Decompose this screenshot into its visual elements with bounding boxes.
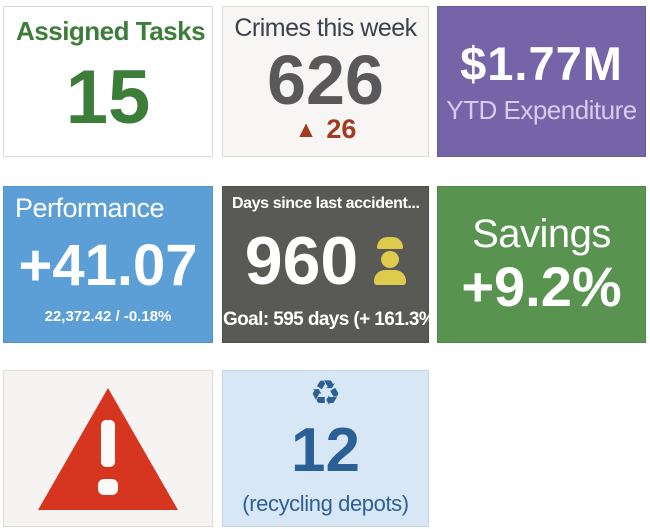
savings-title: Savings xyxy=(472,211,611,256)
assigned-tasks-title: Assigned Tasks xyxy=(16,16,206,46)
ytd-expenditure-value: $1.77M xyxy=(460,37,623,90)
days-since-accident-value: 960 xyxy=(244,223,359,299)
days-since-accident-title: Days since last accident... xyxy=(232,195,420,212)
crimes-week-delta-value: 26 xyxy=(326,114,357,144)
worker-icon xyxy=(374,237,407,285)
tile-assigned-tasks: Assigned Tasks 15 xyxy=(3,6,213,157)
exclamation-dot xyxy=(98,478,118,495)
tile-recycling-depots: ♻ 12 (recycling depots) xyxy=(222,370,429,527)
worker-torso-shape xyxy=(374,270,407,285)
savings-value: +9.2% xyxy=(461,254,622,318)
ytd-expenditure-label: YTD Expenditure xyxy=(446,95,637,125)
warning-triangle-icon xyxy=(38,387,178,510)
tile-performance: Performance +41.07 22,372.42 / -0.18% xyxy=(3,186,213,343)
days-since-accident-goal: Goal: 595 days (+ 161.3%) xyxy=(223,309,441,330)
exclamation-bar xyxy=(101,419,115,467)
assigned-tasks-value: 15 xyxy=(65,54,151,140)
tile-days-since-accident: Days since last accident... 960 Goal: 59… xyxy=(222,186,441,343)
crimes-week-value: 626 xyxy=(267,40,384,119)
tile-ytd-expenditure: $1.77M YTD Expenditure xyxy=(437,6,646,157)
worker-hat-shape xyxy=(377,237,404,249)
recycling-label: (recycling depots) xyxy=(242,491,409,516)
recycling-icon: ♻ xyxy=(309,374,342,413)
performance-value: +41.07 xyxy=(18,233,198,298)
tile-crimes-week: Crimes this week 626 ▲ 26 xyxy=(222,6,429,157)
crimes-week-delta: ▲ 26 xyxy=(223,116,428,143)
tile-alert xyxy=(3,370,213,527)
triangle-up-icon: ▲ xyxy=(294,116,318,142)
recycling-value: 12 xyxy=(291,416,360,485)
performance-title: Performance xyxy=(15,193,165,223)
performance-detail: 22,372.42 / -0.18% xyxy=(44,308,172,325)
days-since-accident-value-row: 960 xyxy=(223,213,428,309)
tile-savings: Savings +9.2% xyxy=(437,186,646,343)
crimes-week-title: Crimes this week xyxy=(234,14,417,42)
worker-head-shape xyxy=(381,251,400,268)
